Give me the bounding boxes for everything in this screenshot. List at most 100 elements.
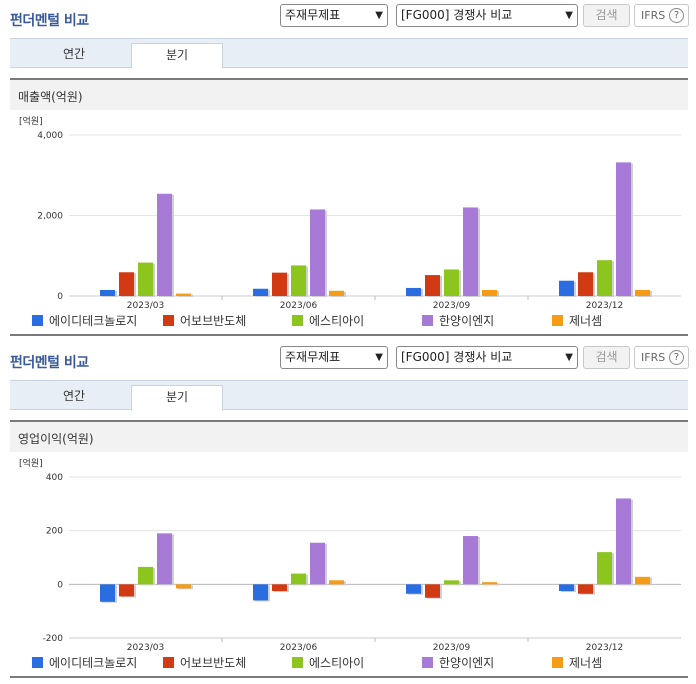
unit-label: [억원] (19, 457, 43, 469)
legend-item[interactable]: 한양이엔지 (422, 654, 494, 671)
bar[interactable] (119, 272, 134, 296)
chart-title: 영업이익(억원) (18, 432, 94, 446)
bar[interactable] (329, 290, 344, 296)
bar[interactable] (253, 584, 268, 601)
y-tick-label: 200 (46, 527, 63, 537)
bar[interactable] (425, 584, 440, 598)
bar[interactable] (138, 566, 153, 585)
bar[interactable] (176, 293, 191, 296)
bar[interactable] (425, 275, 440, 296)
legend-item[interactable]: 에이디테크놀로지 (32, 654, 137, 671)
bar[interactable] (291, 265, 306, 296)
x-tick-label: 2023/12 (586, 643, 623, 652)
bar[interactable] (482, 582, 497, 585)
bar[interactable] (559, 584, 574, 592)
bar[interactable] (176, 584, 191, 589)
statement-select[interactable]: 주재무제표 ▼ (280, 4, 388, 27)
bar[interactable] (291, 573, 306, 585)
chart-title: 매출액(억원) (18, 90, 83, 104)
statement-select[interactable]: 주재무제표 ▼ (280, 346, 388, 369)
bar[interactable] (635, 576, 650, 585)
bar[interactable] (272, 584, 287, 592)
legend-swatch (163, 657, 174, 668)
bar[interactable] (157, 533, 172, 585)
legend-item[interactable]: 제너셈 (552, 654, 602, 671)
legend-swatch (292, 315, 303, 326)
legend-label: 한양이엔지 (439, 656, 495, 670)
section-title: 펀더멘털 비교 (10, 355, 89, 371)
legend-label: 제너셈 (569, 656, 603, 670)
chevron-down-icon: ▼ (375, 352, 383, 363)
help-icon: ? (669, 350, 684, 365)
legend-swatch (292, 657, 303, 668)
chevron-down-icon: ▼ (565, 10, 573, 21)
tab-annual[interactable]: 연간 (62, 47, 86, 61)
bar[interactable] (272, 272, 287, 296)
statement-select-value: 주재무제표 (285, 8, 341, 22)
legend-swatch (163, 315, 174, 326)
period-tabs: 연간 분기 (10, 38, 688, 69)
ifrs-label: IFRS (641, 9, 666, 22)
chart-panel: 매출액(억원) [억원] 0 2,000 4,000 2023/03 2023/06 202… (10, 78, 688, 336)
search-button[interactable]: 검색 (583, 346, 630, 369)
period-tabs: 연간 분기 (10, 380, 688, 411)
bar[interactable] (482, 289, 497, 296)
section-header: 펀더멘털 비교 주재무제표 ▼ [FG000] 경쟁사 비교 ▼ 검색 IFRS… (0, 342, 696, 374)
legend-item[interactable]: 제너셈 (552, 312, 602, 329)
legend-item[interactable]: 에스티아이 (292, 654, 364, 671)
bar[interactable] (253, 288, 268, 296)
bar[interactable] (100, 584, 115, 602)
x-tick-label: 2023/03 (127, 301, 164, 310)
search-button[interactable]: 검색 (583, 4, 630, 27)
chart-panel: 영업이익(억원) [억원] -200 0 200 400 2023/03 2023/06 20… (10, 420, 688, 678)
ifrs-button[interactable]: IFRS ? (634, 346, 689, 369)
y-tick-label: 400 (46, 473, 63, 483)
bar[interactable] (310, 209, 325, 296)
bar[interactable] (138, 262, 153, 296)
tab-quarterly[interactable]: 분기 (131, 385, 223, 411)
bar[interactable] (597, 552, 612, 585)
bar[interactable] (578, 584, 593, 594)
bar[interactable] (444, 269, 459, 296)
legend-item[interactable]: 에이디테크놀로지 (32, 312, 137, 329)
bar[interactable] (635, 289, 650, 296)
bar[interactable] (559, 280, 574, 296)
ifrs-button[interactable]: IFRS ? (634, 4, 689, 27)
sales-bar-chart: [억원] 0 2,000 4,000 2023/03 2023/06 2023/09 2023… (19, 115, 681, 310)
compare-select[interactable]: [FG000] 경쟁사 비교 ▼ (396, 4, 578, 27)
y-tick-label: -200 (43, 634, 64, 644)
bar[interactable] (100, 289, 115, 296)
divider (10, 676, 688, 678)
bar[interactable] (329, 580, 344, 585)
bar[interactable] (597, 260, 612, 296)
bar[interactable] (310, 542, 325, 585)
fundamental-section-sales: 펀더멘털 비교 주재무제표 ▼ [FG000] 경쟁사 비교 ▼ 검색 IFRS… (10, 4, 689, 336)
tab-annual[interactable]: 연간 (62, 389, 86, 403)
legend-swatch (552, 315, 563, 326)
bar[interactable] (119, 584, 134, 597)
legend-swatch (422, 657, 433, 668)
compare-select-value: [FG000] 경쟁사 비교 (401, 350, 513, 364)
compare-select[interactable]: [FG000] 경쟁사 비교 ▼ (396, 346, 578, 369)
legend-item[interactable]: 어보브반도체 (163, 312, 246, 329)
ifrs-label: IFRS (641, 351, 666, 364)
legend-item[interactable]: 한양이엔지 (422, 312, 494, 329)
bar[interactable] (444, 580, 459, 585)
fundamental-section-operating-profit: 펀더멘털 비교 주재무제표 ▼ [FG000] 경쟁사 비교 ▼ 검색 IFRS… (0, 342, 696, 684)
bar[interactable] (157, 193, 172, 296)
bar[interactable] (578, 272, 593, 296)
bar[interactable] (406, 584, 421, 594)
tab-quarterly[interactable]: 분기 (131, 43, 223, 69)
x-tick-label: 2023/12 (586, 301, 623, 310)
bar[interactable] (616, 498, 631, 585)
bar[interactable] (616, 162, 631, 296)
unit-label: [억원] (19, 115, 43, 127)
legend-label: 한양이엔지 (439, 314, 495, 328)
bar[interactable] (406, 287, 421, 296)
legend-item[interactable]: 어보브반도체 (163, 654, 246, 671)
legend-item[interactable]: 에스티아이 (292, 312, 364, 329)
bar[interactable] (463, 536, 478, 585)
legend-label: 어보브반도체 (180, 656, 247, 670)
bar[interactable] (463, 207, 478, 296)
legend-label: 에스티아이 (309, 314, 365, 328)
